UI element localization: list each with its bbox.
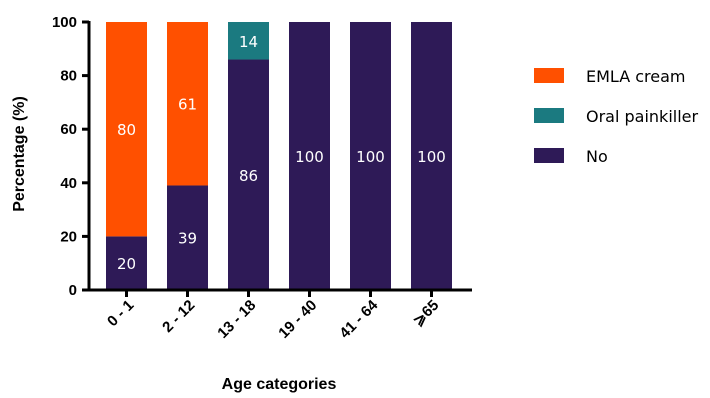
x-tick-label: ⩾65 bbox=[410, 297, 443, 330]
bar-no-3 bbox=[228, 59, 269, 290]
data-label-no-4: 100 bbox=[295, 148, 324, 166]
x-tick-label: 0 - 1 bbox=[104, 297, 137, 330]
legend-label-oral-painkiller: Oral painkiller bbox=[586, 107, 699, 126]
x-tick-label: 19 - 40 bbox=[275, 297, 320, 342]
legend-swatch-oral-painkiller bbox=[534, 108, 564, 123]
bar-emla-cream-1 bbox=[106, 22, 147, 237]
bars-layer bbox=[106, 22, 452, 290]
bar-no-6 bbox=[411, 22, 452, 290]
bar-oral-painkiller-3 bbox=[228, 22, 269, 60]
legend-swatch-no bbox=[534, 148, 564, 163]
data-label-emla-cream-2: 61 bbox=[178, 96, 197, 114]
data-label-no-3: 86 bbox=[239, 167, 258, 185]
data-label-no-5: 100 bbox=[356, 148, 385, 166]
legend-swatch-emla-cream bbox=[534, 68, 564, 83]
data-label-no-2: 39 bbox=[178, 230, 197, 248]
legend: EMLA cream Oral painkiller No bbox=[534, 67, 699, 166]
y-tick-label: 40 bbox=[60, 175, 77, 192]
y-tick-label: 80 bbox=[60, 68, 77, 85]
legend-label-emla-cream: EMLA cream bbox=[586, 67, 685, 86]
y-tick-label: 60 bbox=[60, 121, 77, 138]
data-label-no-1: 20 bbox=[117, 255, 136, 273]
y-axis-title: Percentage (%) bbox=[11, 96, 28, 212]
bar-emla-cream-2 bbox=[167, 22, 208, 186]
x-tick-label: 2 - 12 bbox=[159, 297, 198, 336]
bar-labels-layer: 20 80 39 61 86 14 100 100 100 bbox=[117, 33, 446, 273]
bar-no-1 bbox=[106, 236, 147, 290]
bar-no-4 bbox=[289, 22, 330, 290]
bar-no-2 bbox=[167, 185, 208, 290]
y-tick-label: 100 bbox=[52, 14, 77, 31]
data-label-oral-painkiller-3: 14 bbox=[239, 33, 258, 51]
x-tick-label: 13 - 18 bbox=[214, 297, 259, 342]
y-tick-label: 20 bbox=[60, 228, 77, 245]
y-tick-label: 0 bbox=[69, 282, 77, 299]
x-axis-title: Age categories bbox=[222, 376, 337, 393]
bar-no-5 bbox=[350, 22, 391, 290]
data-label-emla-cream-1: 80 bbox=[117, 121, 136, 139]
legend-label-no: No bbox=[586, 147, 608, 166]
x-tick-label: 41 - 64 bbox=[336, 296, 382, 342]
data-label-no-6: 100 bbox=[417, 148, 446, 166]
